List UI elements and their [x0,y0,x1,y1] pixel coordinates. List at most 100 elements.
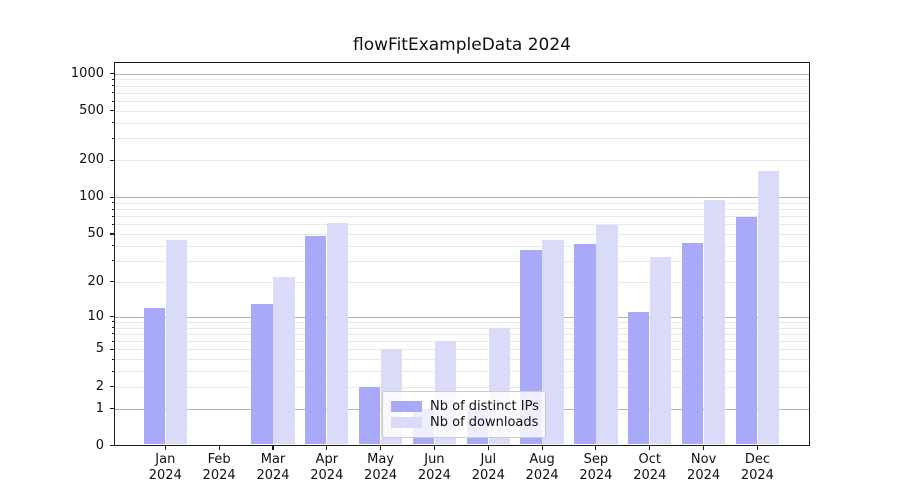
y-grid-minor [115,341,809,342]
y-minor-tick-mark [111,137,114,139]
bar-downloads [273,276,295,445]
bar-distinct-ips [143,307,165,445]
y-grid-minor [115,101,809,102]
bar-distinct-ips [574,244,596,445]
x-tick-mark [272,445,274,450]
y-minor-tick-mark [111,78,114,80]
y-minor-tick-mark [111,333,114,335]
bar-downloads [327,222,349,445]
y-tick-label: 0 [95,437,104,453]
y-grid-minor [115,333,809,335]
y-tick-label: 50 [87,226,104,241]
x-tick-label: Feb 2024 [202,452,236,483]
legend-label: Nb of distinct IPs [430,399,539,414]
x-tick-label: Oct 2024 [633,452,667,483]
y-minor-tick-mark [111,321,114,323]
legend-entry: Nb of distinct IPs [391,399,539,414]
x-tick-mark [756,445,758,450]
chart-title: flowFitExampleData 2024 [353,35,571,55]
y-grid-minor [115,138,809,140]
bar-distinct-ips [305,236,327,445]
y-tick-label: 20 [87,273,104,289]
y-tick-mark [109,110,114,112]
y-tick-label: 500 [79,102,104,118]
y-minor-tick-mark [111,202,114,204]
y-grid-minor [115,349,809,351]
y-minor-tick-mark [111,358,114,360]
y-grid-minor [115,260,809,262]
legend-label: Nb of downloads [430,415,539,430]
y-grid-minor [115,85,809,87]
x-tick-mark [703,445,705,450]
y-tick-label: 10 [87,308,104,324]
y-grid-minor [115,321,809,323]
y-grid-major [115,316,809,318]
y-minor-tick-mark [111,260,114,262]
x-tick-mark [164,445,166,450]
y-tick-label: 1000 [70,65,104,81]
bar-downloads [165,239,187,445]
y-grid-minor [115,110,809,112]
y-minor-tick-mark [111,100,114,102]
y-tick-label: 5 [95,341,104,357]
legend: Nb of distinct IPs Nb of downloads [382,391,546,438]
y-grid-major [115,197,809,199]
x-tick-mark [326,445,328,450]
x-tick-mark [541,445,543,450]
bar-distinct-ips [628,312,650,445]
y-tick-mark [109,281,114,283]
bar-distinct-ips [358,386,381,445]
x-tick-label: Sep 2024 [579,452,613,483]
x-tick-mark [218,445,220,450]
y-grid-minor [115,202,809,204]
x-tick-label: Jan 2024 [148,452,182,483]
y-grid-major [115,73,809,75]
y-tick-mark [109,316,114,318]
y-grid-minor [115,234,809,235]
y-grid-minor [115,216,809,218]
y-grid-minor [115,245,809,247]
y-minor-tick-mark [111,340,114,342]
y-tick-mark [109,233,114,235]
y-tick-label: 2 [95,378,104,394]
x-tick-mark [649,445,651,450]
y-tick-label: 200 [79,152,104,168]
y-grid-minor [115,224,809,226]
bar-downloads [542,239,564,445]
y-grid-minor [115,386,809,388]
y-grid-minor [115,122,809,124]
y-minor-tick-mark [111,215,114,217]
y-tick-mark [109,444,114,447]
y-grid-minor [115,92,809,94]
y-minor-tick-mark [111,122,114,124]
y-minor-tick-mark [111,245,114,247]
y-minor-tick-mark [111,85,114,86]
x-tick-label: Aug 2024 [525,452,559,483]
y-grid-minor [115,160,809,162]
x-tick-label: Dec 2024 [740,452,774,483]
bar-downloads [650,257,672,445]
legend-swatch-distinct-ips [391,401,422,412]
y-tick-mark [109,348,114,350]
x-tick-mark [433,445,435,450]
y-tick-mark [109,196,114,198]
y-tick-mark [109,72,114,75]
x-tick-mark [487,445,489,450]
y-tick-mark [109,159,114,161]
y-tick-label: 1 [95,400,104,416]
bar-distinct-ips [681,243,704,445]
x-tick-label: Jul 2024 [471,452,505,483]
y-tick-label: 100 [79,189,104,205]
x-tick-label: Apr 2024 [310,452,344,483]
y-minor-tick-mark [111,370,114,372]
y-grid-minor [115,209,809,210]
x-tick-label: Jun 2024 [417,452,451,483]
legend-entry: Nb of downloads [391,415,539,430]
bar-downloads [703,199,726,445]
bar-downloads [757,171,780,445]
y-minor-tick-mark [111,327,114,328]
y-grid-minor [115,359,809,361]
y-tick-mark [109,386,114,388]
y-grid-minor [115,79,809,81]
